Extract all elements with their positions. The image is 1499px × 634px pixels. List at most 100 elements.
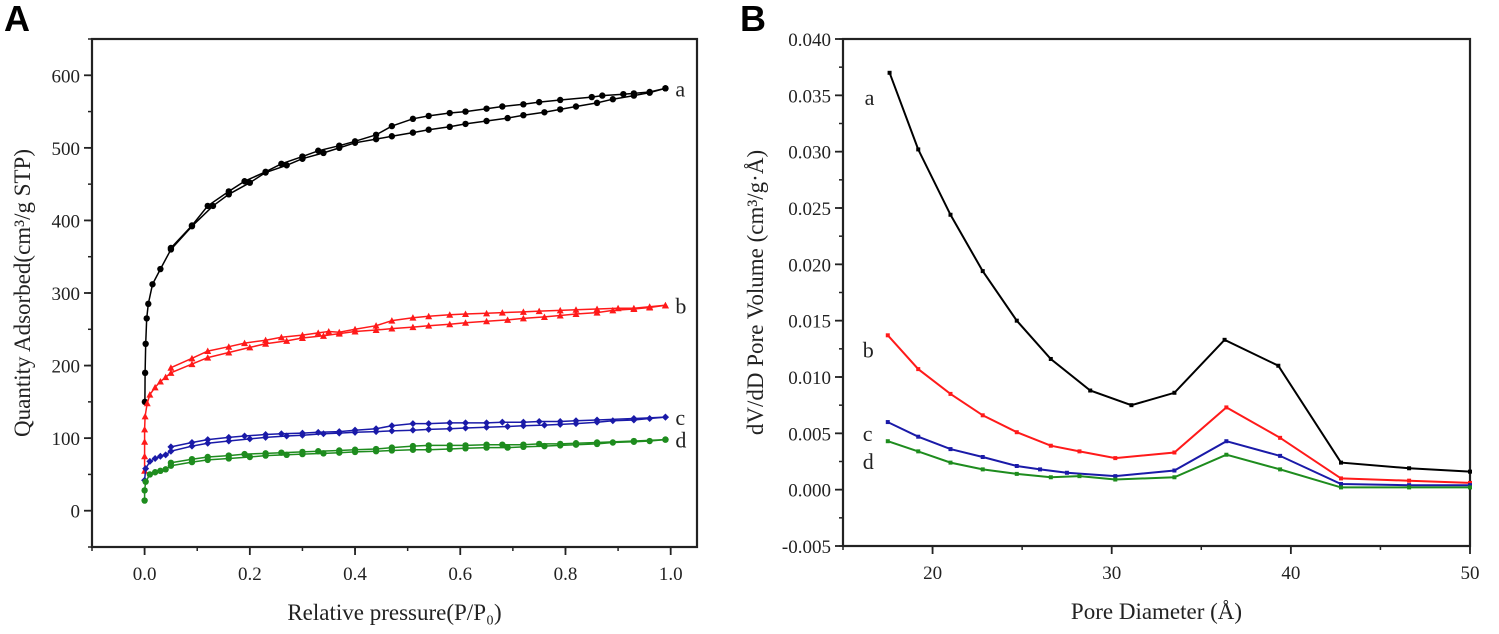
series-d-adsorption-point xyxy=(141,487,148,494)
series-b-desorption-point xyxy=(372,322,380,329)
series-c-desorption-point xyxy=(425,420,433,428)
series-b-adsorption-point xyxy=(141,438,149,445)
x-axis-title: Relative pressure(P/P₀) xyxy=(287,600,501,625)
series-a-desorption-point xyxy=(483,105,490,112)
series-a-point xyxy=(1276,363,1281,368)
series-d-desorption-point xyxy=(204,453,211,461)
series-a-desorption-point xyxy=(372,131,380,138)
series-a-desorption-point xyxy=(499,103,506,110)
series-a-adsorption-point xyxy=(149,281,156,288)
series-b-adsorption-point xyxy=(556,311,564,319)
series-b-desorption-point xyxy=(462,310,470,318)
series-b-desorption-point xyxy=(204,347,212,355)
series-d-desorption-point xyxy=(520,441,527,448)
series-b-adsorption-point xyxy=(204,354,212,361)
series-a-adsorption-point xyxy=(425,126,432,133)
series-c-desorption-point xyxy=(277,430,285,438)
series-c-adsorption-point xyxy=(151,454,159,462)
series-c-desorption-point xyxy=(661,413,669,421)
series-a-line xyxy=(888,72,1471,473)
series-b-desorption-point xyxy=(388,317,396,324)
series-d-point xyxy=(1113,477,1118,482)
x-tick-label: 30 xyxy=(1102,563,1121,584)
series-a-adsorption-point xyxy=(504,114,511,122)
series-d-desorption-point xyxy=(351,446,359,453)
series-b-point xyxy=(1468,480,1472,485)
series-a-adsorption-point xyxy=(246,179,254,186)
series-d-adsorption-point xyxy=(504,444,511,451)
series-d-desorption-point xyxy=(535,440,543,448)
series-b-adsorption-point xyxy=(146,391,154,398)
series-d-desorption-point xyxy=(499,441,506,448)
series-c-desorption-point xyxy=(204,436,212,444)
series-d-desorption-point xyxy=(572,440,580,447)
series-b-adsorption-point xyxy=(262,340,270,347)
series-d-point xyxy=(948,460,953,465)
series-a-point xyxy=(1088,388,1093,393)
series-a-adsorption-point xyxy=(143,315,150,322)
x-tick-label: 0.4 xyxy=(343,564,367,585)
series-d-adsorption-point xyxy=(146,471,154,478)
plot-frame xyxy=(90,37,699,549)
series-b-adsorption-point xyxy=(572,310,580,318)
series-a-adsorption-point xyxy=(557,106,564,113)
series-label-c: c xyxy=(675,405,685,430)
series-a-desorption-point xyxy=(315,147,322,154)
series-b-point xyxy=(1278,435,1283,440)
series-label-c: c xyxy=(863,421,873,446)
y-axis-title: Quantity Adsorbed(cm³/g STP) xyxy=(10,149,35,437)
series-a-desorption-point xyxy=(299,153,306,160)
series-d-desorption-point xyxy=(630,437,638,445)
series-a-point xyxy=(916,147,921,152)
y-tick-label: 0.010 xyxy=(788,368,831,389)
series-d-line xyxy=(887,440,1470,489)
series-c-desorption-point xyxy=(572,417,580,425)
series-d-desorption-point xyxy=(315,448,322,455)
y-tick-label: -0.005 xyxy=(782,537,831,558)
series-b-adsorption-point xyxy=(462,319,470,326)
series-a-desorption-line xyxy=(170,87,666,249)
plot-frame xyxy=(841,37,1472,548)
series-b-desorption-point xyxy=(572,306,580,313)
series-d-adsorption-point xyxy=(162,466,169,473)
series-a-adsorption-point xyxy=(409,129,417,136)
series-b-desorption-point xyxy=(262,336,270,344)
series-d-point xyxy=(1468,485,1472,490)
series-b-adsorption-point xyxy=(167,369,175,376)
series-b-adsorption-point xyxy=(141,412,149,420)
series-d-point xyxy=(1077,474,1082,479)
series-b-adsorption-point xyxy=(446,320,454,328)
x-tick-label: 20 xyxy=(923,563,942,584)
series-a-adsorption-point xyxy=(541,109,548,116)
y-tick-label: 0.000 xyxy=(788,481,831,502)
series-a-desorption-point xyxy=(188,222,196,229)
series-c-desorption-point xyxy=(262,431,270,439)
x-tick-label: 50 xyxy=(1461,563,1480,584)
series-c-point xyxy=(980,454,985,459)
y-axis-title: dV/dD Pore Volume (cm³/g·Å) xyxy=(743,150,768,435)
series-d-desorption-point xyxy=(483,441,490,448)
series-b-point xyxy=(1077,449,1082,454)
series-b-adsorption-point xyxy=(425,322,433,329)
series-c-desorption-point xyxy=(241,432,249,440)
series-d-desorption-point xyxy=(225,452,232,459)
series-c-adsorption-point xyxy=(540,421,548,429)
series-c-point xyxy=(1339,482,1344,487)
series-a-adsorption-point xyxy=(320,149,327,157)
series-d-point xyxy=(1224,452,1229,457)
series-d-adsorption-line xyxy=(143,438,666,501)
series-b-adsorption-point xyxy=(540,313,548,320)
series-label-b: b xyxy=(863,337,874,362)
y-tick-label: 0.035 xyxy=(788,86,831,107)
series-b-adsorption-point xyxy=(372,326,380,334)
series-c-desorption-point xyxy=(298,429,306,437)
y-tick-label: 100 xyxy=(52,429,81,450)
series-a-desorption-point xyxy=(336,142,343,149)
series-b-desorption-point xyxy=(335,328,343,336)
series-a-point xyxy=(1129,403,1134,408)
series-a-desorption-point xyxy=(167,244,175,252)
y-tick-label: 200 xyxy=(52,357,81,378)
series-c-adsorption-point xyxy=(225,437,233,445)
series-a-desorption-point xyxy=(535,98,543,106)
series-c-adsorption-point xyxy=(504,423,512,431)
